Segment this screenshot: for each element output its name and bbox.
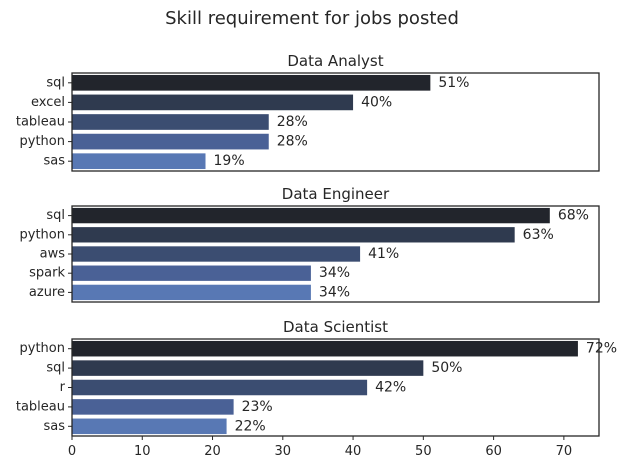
bar-value-label: 34% [319,265,350,281]
y-tick-label: azure [29,285,65,300]
y-tick-label: tableau [16,115,65,130]
bar [72,227,515,243]
y-tick-label: sas [43,154,65,169]
x-tick-label: 50 [415,444,432,459]
bar-value-label: 34% [319,284,350,300]
y-tick-label: sql [46,208,65,223]
chart-panel-2: Data Engineer sql 68% python 63% aws 41% spark 3… [20,185,600,303]
bar [72,284,311,301]
x-tick-label: 10 [134,444,151,459]
bar [72,94,354,111]
bar [72,265,311,281]
bar-value-label: 68% [558,208,589,224]
chart-suptitle: Skill requirement for jobs posted [165,8,459,29]
y-tick-label: spark [29,266,65,281]
x-tick-label: 30 [275,444,292,459]
bar-value-label: 42% [375,380,406,396]
axes-frame [71,338,600,437]
bar-value-label: 19% [214,153,245,169]
bar [72,379,368,396]
bar [72,74,431,91]
bar [72,207,550,224]
bar [72,114,269,130]
y-tick-label: python [20,227,65,242]
y-tick-label: sas [43,419,65,434]
x-tick-label: 20 [204,444,221,459]
axes-frame [71,205,600,303]
bar-value-label: 72% [586,341,617,357]
y-tick-label: sql [46,75,65,90]
y-tick-label: python [20,134,65,149]
subplot-title: Data Engineer [282,185,390,203]
y-tick-label: r [60,380,66,395]
bar [72,340,578,357]
x-tick-label: 70 [556,444,573,459]
bar-value-label: 63% [523,227,554,243]
bar [72,418,227,435]
bar [72,133,269,150]
bar-value-label: 40% [361,94,392,110]
subplot-title: Data Analyst [287,52,383,70]
axes-frame [71,72,600,172]
y-tick-label: python [20,341,65,356]
bar-value-label: 28% [277,114,308,130]
chart-panel-3: Data Scientist python 72% sql 50% r 42% tableau… [16,318,617,459]
bar-value-label: 22% [235,418,266,434]
bar [72,246,361,262]
bar-value-label: 41% [368,246,399,262]
bar [72,153,206,170]
bar-value-label: 50% [431,360,462,376]
y-tick-label: aws [40,247,66,262]
bar-value-label: 28% [277,134,308,150]
y-tick-label: excel [31,95,65,110]
y-tick-label: sql [46,361,65,376]
chart-panel-1: Data Analyst sql 51% excel 40% tableau 28% pyth… [16,52,600,172]
chart-panels: Data Analyst sql 51% excel 40% tableau 28% pyth… [16,52,617,459]
subplot-title: Data Scientist [283,318,388,336]
bar [72,399,234,415]
x-tick-label: 40 [345,444,362,459]
bar-value-label: 23% [242,399,273,415]
y-tick-label: tableau [16,399,65,414]
bar [72,360,424,376]
bar-value-label: 51% [438,75,469,91]
x-tick-label: 60 [485,444,502,459]
x-tick-label: 0 [68,444,76,459]
